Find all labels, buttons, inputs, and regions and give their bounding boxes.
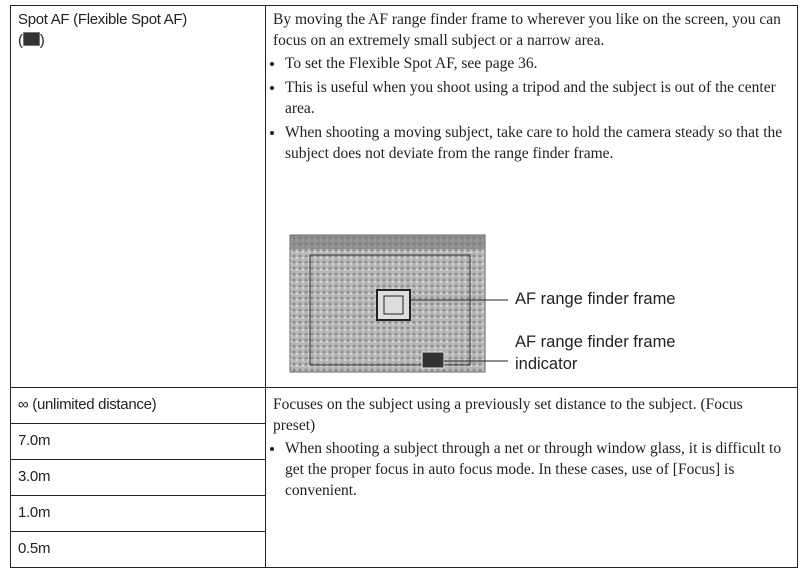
figure (289, 234, 508, 373)
description: By moving the AF range finder frame to w… (273, 9, 788, 167)
row-divider (10, 423, 266, 424)
row-divider (10, 459, 266, 460)
af-frame (376, 289, 411, 321)
bullet: When shooting a moving subject, take car… (285, 122, 788, 164)
af-frame-inner (383, 295, 404, 315)
column-divider (265, 5, 266, 568)
mode-icon: () (18, 32, 45, 49)
paragraph: By moving the AF range finder frame to w… (273, 11, 781, 49)
row-divider (10, 495, 266, 496)
bullet: This is useful when you shoot using a tr… (285, 77, 788, 119)
paren: ( (18, 32, 23, 49)
status-bar (290, 235, 485, 249)
distance-label: ∞ (unlimited distance) (18, 396, 157, 413)
mode-label: Spot AF (Flexible Spot AF) (18, 11, 187, 28)
paragraph: Focuses on the subject using a previousl… (273, 396, 743, 434)
callout: AF range finder frame indicator (515, 333, 676, 373)
distance-label: 3.0m (18, 468, 51, 485)
table (10, 5, 798, 568)
description: Focuses on the subject using a previousl… (273, 394, 788, 504)
indicator-icon (421, 351, 445, 369)
row-divider (10, 387, 798, 388)
distance-label: 7.0m (18, 432, 51, 449)
icon (22, 32, 40, 46)
bullet: To set the Flexible Spot AF, see page 36… (285, 53, 788, 74)
paren: ) (39, 32, 45, 49)
distance-label: 0.5m (18, 540, 51, 557)
bullet: When shooting a subject through a net or… (285, 438, 788, 501)
callout: AF range finder frame (515, 290, 676, 308)
row-divider (10, 531, 266, 532)
range-area (309, 254, 471, 366)
distance-label: 1.0m (18, 504, 51, 521)
bullet-list: When shooting a subject through a net or… (273, 438, 788, 501)
bullet-list: To set the Flexible Spot AF, see page 36… (273, 53, 788, 164)
